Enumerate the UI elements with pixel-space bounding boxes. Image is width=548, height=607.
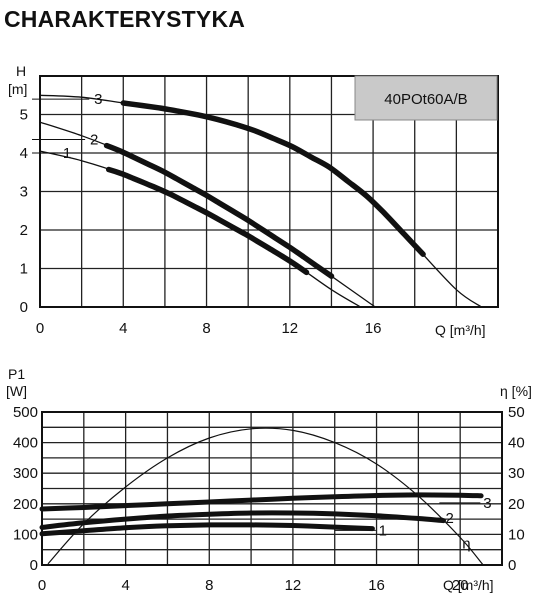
head-operating-range-3 bbox=[120, 100, 426, 258]
model-label-box bbox=[354, 75, 498, 121]
efficiency-y-tick-label: 40 bbox=[508, 435, 525, 452]
head-x-axis-label: Q [m³/h] bbox=[435, 322, 486, 338]
efficiency-y-tick-label: 10 bbox=[508, 526, 525, 543]
efficiency-curve-label: η bbox=[462, 536, 470, 553]
head-curve-label-2: 2 bbox=[90, 132, 98, 149]
power-y-tick-label: 0 bbox=[30, 557, 38, 574]
power-chart-grid bbox=[41, 411, 503, 566]
power-axis-unit: [W] bbox=[6, 383, 27, 399]
efficiency-axis-label: η [%] bbox=[500, 383, 532, 399]
head-x-tick-label: 16 bbox=[365, 320, 382, 337]
efficiency-y-tick-label: 0 bbox=[508, 557, 516, 574]
head-axis-unit: [m] bbox=[8, 81, 27, 97]
power-y-tick-label: 100 bbox=[13, 526, 38, 543]
power-x-tick-label: 8 bbox=[205, 577, 213, 594]
power-x-tick-label: 4 bbox=[121, 577, 129, 594]
head-x-tick-label: 4 bbox=[119, 320, 127, 337]
power-x-tick-label: 0 bbox=[38, 577, 46, 594]
power-chart-curves: 1 2 3 η bbox=[39, 427, 492, 566]
power-y-tick-label: 500 bbox=[13, 404, 38, 421]
efficiency-curve bbox=[47, 427, 484, 566]
power-x-tick-label: 16 bbox=[368, 577, 385, 594]
head-x-tick-label: 8 bbox=[202, 320, 210, 337]
head-curve-label-1: 1 bbox=[63, 145, 71, 162]
head-y-tick-label: 3 bbox=[20, 184, 28, 201]
head-plot-frame bbox=[39, 75, 499, 308]
head-curve-label-3: 3 bbox=[94, 91, 102, 108]
power-curve-label-1: 1 bbox=[379, 522, 387, 539]
head-y-tick-label: 2 bbox=[20, 222, 28, 239]
head-axis-label: H bbox=[16, 63, 26, 79]
power-y-tick-label: 200 bbox=[13, 496, 38, 513]
power-curve-3 bbox=[39, 492, 484, 512]
head-x-tick-label: 0 bbox=[36, 320, 44, 337]
model-label: 40POt60A/B bbox=[384, 91, 467, 108]
head-curve-1 bbox=[39, 150, 361, 308]
head-operating-range-1 bbox=[105, 166, 310, 276]
page-title: CHARAKTERYSTYKA bbox=[4, 6, 246, 32]
power-curve-label-2: 2 bbox=[446, 510, 454, 527]
efficiency-y-tick-label: 50 bbox=[508, 404, 525, 421]
power-plot-frame bbox=[41, 411, 503, 566]
head-y-tick-label: 0 bbox=[20, 299, 28, 316]
efficiency-y-tick-label: 20 bbox=[508, 496, 525, 513]
power-curve-1 bbox=[39, 522, 375, 537]
head-x-tick-label: 12 bbox=[281, 320, 298, 337]
power-curve-2 bbox=[39, 510, 446, 530]
head-y-tick-label: 4 bbox=[20, 145, 28, 162]
power-curve-label-3: 3 bbox=[483, 495, 491, 512]
head-chart-curves: 1 2 3 bbox=[32, 91, 482, 308]
head-operating-range-2 bbox=[103, 142, 335, 279]
power-axis-label: P1 bbox=[8, 366, 25, 382]
head-y-tick-label: 5 bbox=[20, 107, 28, 124]
efficiency-y-tick-label: 30 bbox=[508, 465, 525, 482]
power-y-tick-label: 400 bbox=[13, 435, 38, 452]
power-x-axis-label: Q [m³/h] bbox=[443, 577, 494, 593]
power-x-tick-label: 12 bbox=[285, 577, 302, 594]
head-y-tick-label: 1 bbox=[20, 261, 28, 278]
power-y-tick-label: 300 bbox=[13, 465, 38, 482]
power-x-tick-label: 20 bbox=[452, 577, 469, 594]
